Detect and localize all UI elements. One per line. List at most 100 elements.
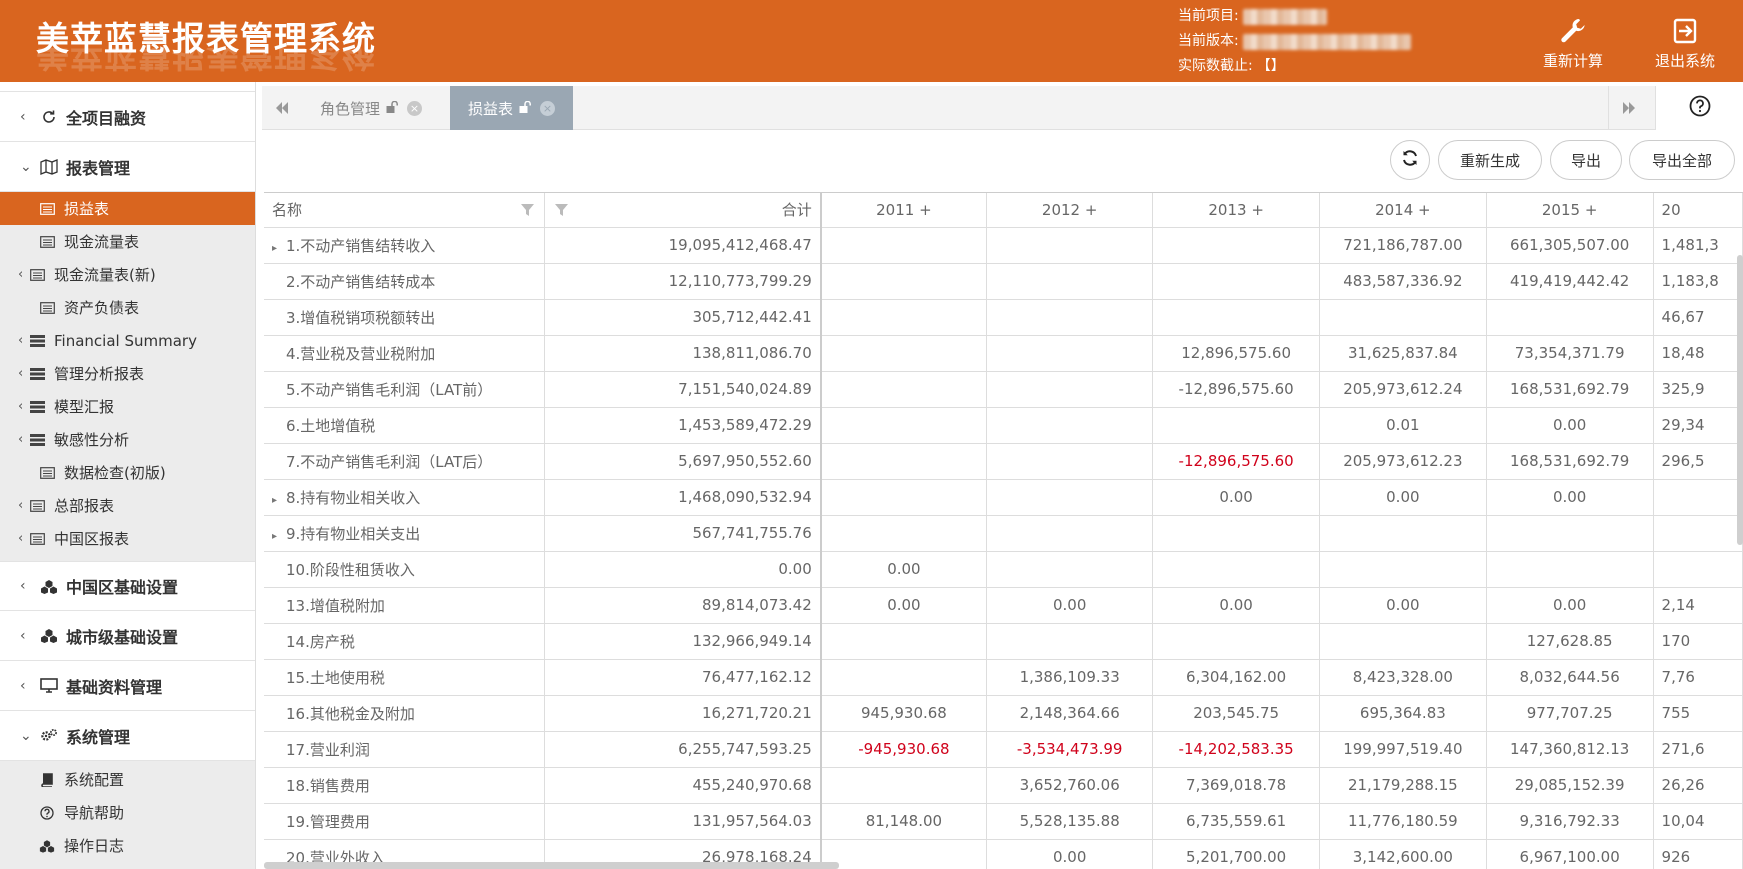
year-value-cell: [820, 371, 988, 408]
column-header-year[interactable]: 2014 +: [1319, 193, 1487, 228]
app-title-reflection: 美苹蓝慧报表管理系统: [36, 48, 376, 74]
expand-caret-icon[interactable]: ▸: [272, 494, 278, 506]
sidebar-item-model-report[interactable]: ‹ 模型汇报: [0, 390, 255, 423]
sidebar-item-hq-report[interactable]: ‹ 总部报表: [0, 489, 255, 522]
chevron-left-icon: ‹: [18, 498, 24, 513]
unlock-icon[interactable]: [519, 100, 532, 116]
sidebar-item-sensitivity[interactable]: ‹ 敏感性分析: [0, 423, 255, 456]
table-row[interactable]: 16.其他税金及附加 16,271,720.21 945,930.68 2,148,3…: [264, 695, 1743, 732]
year-value-cell: [820, 443, 988, 480]
column-header-year[interactable]: 20: [1653, 193, 1743, 228]
table-row[interactable]: 2.不动产销售结转成本 12,110,773,799.29 483,587,336.…: [264, 263, 1743, 300]
sidebar-item-data-check[interactable]: 数据检查(初版): [0, 456, 255, 489]
vertical-scrollbar[interactable]: [1737, 255, 1743, 545]
regenerate-button[interactable]: 重新生成: [1438, 140, 1542, 180]
column-header-total[interactable]: 合计: [544, 193, 822, 228]
table-row[interactable]: ▸ 1.不动产销售结转收入 19,095,412,468.47 721,186,787…: [264, 227, 1743, 264]
sidebar-item-nav-help[interactable]: 导航帮助: [0, 796, 255, 829]
table-row[interactable]: 15.土地使用税 76,477,162.12 1,386,109.33 6,304,1…: [264, 659, 1743, 696]
system-submenu: 系统配置 导航帮助 操作日志: [0, 761, 255, 869]
year-value-cell: 0.00: [1486, 407, 1654, 444]
tab-scroll-right-button[interactable]: [1608, 86, 1648, 130]
sidebar-item-cashflow-new[interactable]: ‹ 现金流量表(新): [0, 258, 255, 291]
year-value-cell: [820, 299, 988, 336]
filter-icon[interactable]: [520, 203, 534, 221]
reports-submenu: 损益表 现金流量表 ‹ 现金流量表(新) 资产负债表 ‹ Fin: [0, 192, 255, 561]
sidebar-item-management-analysis[interactable]: ‹ 管理分析报表: [0, 357, 255, 390]
tab-income-statement[interactable]: 损益表 ×: [450, 86, 574, 130]
column-header-name[interactable]: 名称: [264, 193, 545, 228]
year-value-cell: 695,364.83: [1319, 695, 1487, 732]
close-icon[interactable]: ×: [540, 100, 556, 116]
table-row[interactable]: 18.销售费用 455,240,970.68 3,652,760.06 7,369,0…: [264, 767, 1743, 804]
table-row[interactable]: 13.增值税附加 89,814,073.42 0.00 0.00 0.00 0.00 0.0…: [264, 587, 1743, 624]
expand-caret-icon[interactable]: ▸: [272, 242, 278, 254]
row-name-cell: ▸ 9.持有物业相关支出: [264, 515, 545, 552]
year-value-cell: [820, 515, 988, 552]
table-row[interactable]: 10.阶段性租赁收入 0.00 0.00: [264, 551, 1743, 588]
menu-group-city-settings[interactable]: ‹ 城市级基础设置: [0, 611, 255, 661]
export-button[interactable]: 导出: [1550, 140, 1622, 180]
sidebar-item-system-config[interactable]: 系统配置: [0, 763, 255, 796]
row-name-label: 9.持有物业相关支出: [286, 524, 421, 543]
refresh-button[interactable]: [1390, 140, 1430, 180]
year-value-cell: 271,6: [1653, 731, 1743, 768]
column-header-year[interactable]: 2012 +: [986, 193, 1154, 228]
table-row[interactable]: 19.管理费用 131,957,564.03 81,148.00 5,528,135.…: [264, 803, 1743, 840]
tab-role-management[interactable]: 角色管理 ×: [302, 86, 440, 130]
table-row[interactable]: 17.营业利润 6,255,747,593.25 -945,930.68 -3,534…: [264, 731, 1743, 768]
help-button[interactable]: [1655, 86, 1743, 130]
filter-icon[interactable]: [554, 203, 568, 221]
column-header-year[interactable]: 2013 +: [1152, 193, 1320, 228]
year-value-cell: 661,305,507.00: [1486, 227, 1654, 264]
table-row[interactable]: ▸ 8.持有物业相关收入 1,468,090,532.94 0.00 0.00 0.00: [264, 479, 1743, 516]
sidebar-item-china-report[interactable]: ‹ 中国区报表: [0, 522, 255, 555]
table-row[interactable]: 3.增值税销项税额转出 305,712,442.41 46,67: [264, 299, 1743, 336]
column-header-year[interactable]: 2011 +: [820, 193, 988, 228]
sidebar-item-balance-sheet[interactable]: 资产负债表: [0, 291, 255, 324]
unlock-icon[interactable]: [386, 100, 399, 116]
year-value-cell: 296,5: [1653, 443, 1743, 480]
menu-group-financing[interactable]: ‹ 全项目融资: [0, 92, 255, 142]
column-header-year[interactable]: 2015 +: [1486, 193, 1654, 228]
table-row[interactable]: 5.不动产销售毛利润（LAT前） 7,151,540,024.89 -12,896,…: [264, 371, 1743, 408]
menu-group-basic-data[interactable]: ‹ 基础资料管理: [0, 661, 255, 711]
year-value-cell: [986, 227, 1154, 264]
table-row[interactable]: 4.营业税及营业税附加 138,811,086.70 12,896,575.60 31…: [264, 335, 1743, 372]
question-circle-icon: [1689, 95, 1711, 121]
close-icon[interactable]: ×: [407, 100, 423, 116]
tab-scroll-left-button[interactable]: [262, 86, 302, 130]
year-value-cell: [1152, 551, 1320, 588]
menu-group-reports[interactable]: ⌄ 报表管理: [0, 142, 255, 192]
row-name-label: 4.营业税及营业税附加: [286, 344, 436, 363]
row-total-cell: 1,453,589,472.29: [544, 407, 822, 444]
sidebar: ‹ 全项目融资 ⌄ 报表管理 损益表 现金流量表 ‹: [0, 82, 256, 869]
sidebar-item-cashflow[interactable]: 现金流量表: [0, 225, 255, 258]
chevron-down-icon: ⌄: [20, 727, 32, 744]
menu-group-system[interactable]: ⌄ 系统管理: [0, 711, 255, 761]
sidebar-item-label: 现金流量表: [64, 233, 140, 251]
year-value-cell: 721,186,787.00: [1319, 227, 1487, 264]
tab-label: 损益表: [468, 99, 514, 118]
sidebar-item-income-statement[interactable]: 损益表: [0, 192, 255, 225]
row-name-label: 7.不动产销售毛利润（LAT后）: [286, 452, 493, 471]
year-value-cell: [1152, 263, 1320, 300]
year-value-cell: 0.00: [1319, 479, 1487, 516]
row-total-cell: 16,271,720.21: [544, 695, 822, 732]
horizontal-scrollbar[interactable]: [264, 862, 839, 869]
table-row[interactable]: 7.不动产销售毛利润（LAT后） 5,697,950,552.60 -12,896,…: [264, 443, 1743, 480]
row-name-cell: 19.管理费用: [264, 803, 545, 840]
chevron-left-icon: ‹: [18, 399, 24, 414]
year-value-cell: [1486, 515, 1654, 552]
sidebar-item-financial-summary[interactable]: ‹ Financial Summary: [0, 324, 255, 357]
sidebar-item-operation-log[interactable]: 操作日志: [0, 829, 255, 862]
table-row[interactable]: 14.房产税 132,966,949.14 127,628.85 170: [264, 623, 1743, 660]
menu-group-china-settings[interactable]: ‹ 中国区基础设置: [0, 561, 255, 611]
table-row[interactable]: 6.土地增值税 1,453,589,472.29 0.01 0.00 29,34: [264, 407, 1743, 444]
table-row[interactable]: ▸ 9.持有物业相关支出 567,741,755.76: [264, 515, 1743, 552]
expand-caret-icon[interactable]: ▸: [272, 530, 278, 542]
recalculate-button[interactable]: 重新计算: [1533, 16, 1613, 71]
logout-button[interactable]: 退出系统: [1645, 16, 1725, 71]
year-value-cell: 205,973,612.23: [1319, 443, 1487, 480]
export-all-button[interactable]: 导出全部: [1629, 140, 1735, 180]
